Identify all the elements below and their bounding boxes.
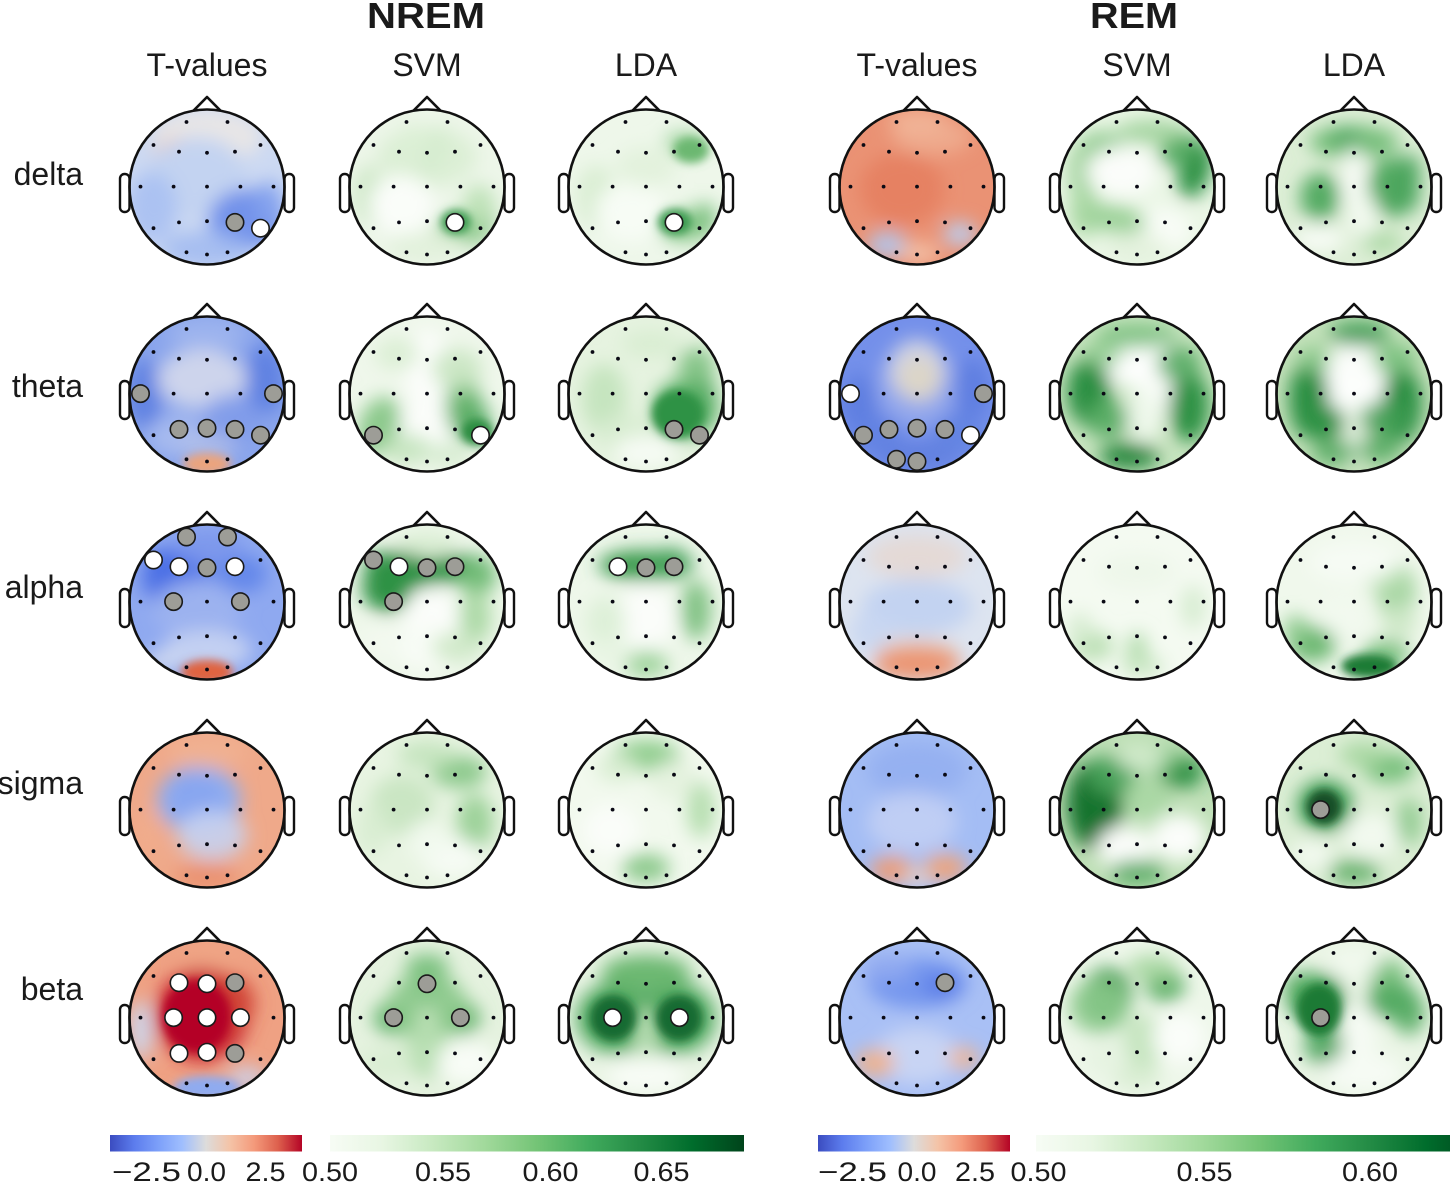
svg-text:SVM: SVM <box>392 47 461 83</box>
svg-text:T-values: T-values <box>857 47 978 83</box>
svg-text:0.65: 0.65 <box>634 1157 690 1182</box>
svg-text:beta: beta <box>21 971 83 1007</box>
svg-text:delta: delta <box>14 156 84 192</box>
svg-text:0.60: 0.60 <box>1342 1157 1398 1182</box>
svg-text:LDA: LDA <box>615 47 678 83</box>
svg-text:SVM: SVM <box>1102 47 1171 83</box>
svg-text:2.5: 2.5 <box>955 1157 995 1182</box>
svg-text:−2.5: −2.5 <box>818 1157 887 1182</box>
svg-text:alpha: alpha <box>5 569 84 605</box>
svg-text:0.0: 0.0 <box>187 1157 226 1182</box>
svg-text:0.50: 0.50 <box>1011 1157 1067 1182</box>
svg-text:LDA: LDA <box>1323 47 1386 83</box>
svg-text:theta: theta <box>12 368 83 404</box>
svg-text:0.50: 0.50 <box>302 1157 358 1182</box>
svg-text:0.55: 0.55 <box>1177 1157 1233 1182</box>
svg-text:0.0: 0.0 <box>898 1157 937 1182</box>
svg-text:−2.5: −2.5 <box>112 1157 181 1182</box>
svg-text:NREM: NREM <box>367 0 485 36</box>
svg-text:0.60: 0.60 <box>523 1157 579 1182</box>
svg-text:0.55: 0.55 <box>415 1157 471 1182</box>
svg-text:REM: REM <box>1090 0 1178 36</box>
svg-text:T-values: T-values <box>147 47 268 83</box>
svg-text:sigma: sigma <box>0 765 83 801</box>
svg-text:2.5: 2.5 <box>246 1157 286 1182</box>
